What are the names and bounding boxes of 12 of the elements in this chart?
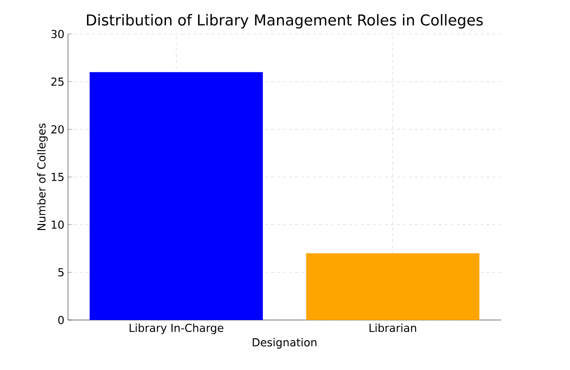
chart-title: Distribution of Library Management Roles in Colleges bbox=[87, 14, 483, 29]
y-tick-label: 20 bbox=[51, 125, 64, 134]
y-tick-label: 15 bbox=[52, 172, 64, 182]
y-tick-label: 0 bbox=[58, 316, 64, 324]
y-tick-label: 25 bbox=[51, 78, 64, 86]
y-tick-label: 5 bbox=[58, 268, 64, 276]
y-tick-label: 10 bbox=[52, 220, 64, 229]
x-tick-label: Librarian bbox=[370, 324, 416, 332]
x-axis-title: Designation bbox=[252, 338, 316, 349]
x-tick-label: Library In-Charge bbox=[130, 324, 224, 334]
y-axis-title: Number of Colleges bbox=[37, 123, 48, 230]
y-tick-label: 30 bbox=[51, 30, 64, 38]
